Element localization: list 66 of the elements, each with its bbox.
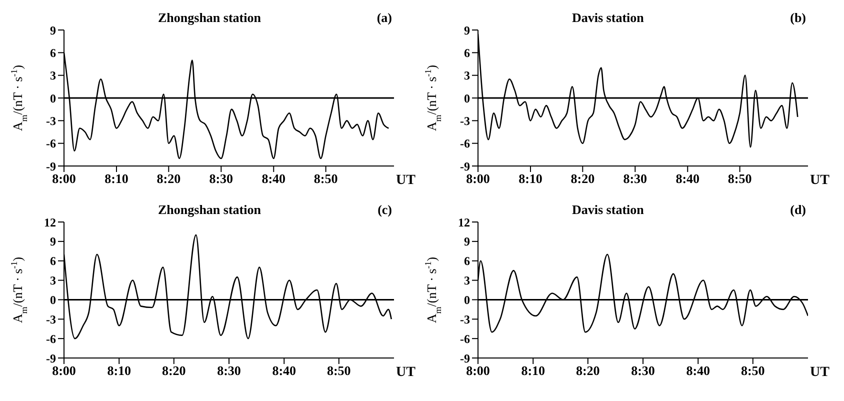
- text: (d): [790, 202, 806, 218]
- x-tick-label: 8:00: [466, 363, 490, 378]
- y-tick-label: -3: [460, 312, 470, 326]
- x-tick-label: 8:30: [217, 363, 241, 378]
- y-tick-label: 0: [464, 91, 470, 106]
- chart-title: Davis station: [572, 10, 644, 26]
- y-tick-label: -9: [46, 351, 56, 366]
- y-tick-label: 6: [464, 46, 470, 60]
- y-tick-label: -9: [460, 159, 470, 174]
- x-tick-label: 8:10: [107, 363, 132, 378]
- y-tick-label: -3: [460, 114, 470, 128]
- chart-title: Zhongshan station: [158, 10, 261, 26]
- y-tick-label: 9: [464, 234, 470, 249]
- y-tick-label: 6: [464, 254, 470, 268]
- x-tick-label: 8:20: [162, 363, 186, 378]
- y-tick-label: 9: [50, 23, 56, 38]
- x-tick-label: 8:30: [631, 363, 655, 378]
- y-tick-label: 6: [50, 254, 56, 268]
- y-tick-label: -3: [46, 114, 56, 128]
- x-axis-title: UT: [810, 365, 830, 380]
- x-axis-title: UT: [396, 365, 416, 380]
- x-tick-label: 8:10: [518, 171, 542, 186]
- y-tick-label: 0: [50, 91, 56, 106]
- x-tick-label: 8:30: [209, 171, 234, 186]
- text: (c): [378, 202, 392, 218]
- y-tick-label: 0: [50, 292, 56, 307]
- x-tick-label: 8:20: [576, 363, 600, 378]
- text: (b): [790, 10, 806, 26]
- x-tick-label: 8:40: [686, 363, 710, 378]
- y-tick-label: 3: [464, 68, 470, 83]
- y-tick-label: 3: [464, 274, 470, 288]
- chart-title: Zhongshan station: [158, 202, 261, 218]
- y-tick-label: 9: [464, 23, 470, 38]
- y-tick-label: 9: [50, 234, 56, 249]
- y-tick-label: -6: [460, 332, 470, 346]
- y-tick-label: 12: [458, 215, 470, 230]
- y-tick-label: 6: [50, 46, 56, 60]
- y-tick-label: -6: [46, 332, 56, 346]
- x-tick-label: 8:40: [262, 171, 286, 186]
- x-tick-label: 8:50: [314, 171, 338, 186]
- x-tick-label: 8:50: [740, 363, 765, 378]
- x-tick-label: 8:00: [52, 363, 76, 378]
- x-tick-label: 8:40: [676, 171, 700, 186]
- text: (a): [376, 10, 392, 26]
- x-tick-label: 8:40: [272, 363, 296, 378]
- x-tick-label: 8:10: [521, 363, 546, 378]
- x-tick-label: 8:50: [728, 171, 752, 186]
- y-tick-label: -9: [46, 159, 56, 174]
- x-tick-label: 8:00: [466, 171, 490, 186]
- x-tick-label: 8:10: [104, 171, 128, 186]
- x-axis-title: UT: [396, 173, 416, 188]
- y-tick-label: -6: [46, 136, 56, 151]
- x-tick-label: 8:50: [326, 363, 351, 378]
- x-axis-title: UT: [810, 173, 830, 188]
- y-tick-label: 3: [50, 68, 56, 83]
- y-tick-label: -3: [46, 312, 56, 326]
- x-tick-label: 8:20: [570, 171, 595, 186]
- y-tick-label: -9: [460, 351, 470, 366]
- y-tick-label: 0: [464, 292, 470, 307]
- x-tick-label: 8:30: [623, 171, 648, 186]
- x-tick-label: 8:20: [156, 171, 181, 186]
- y-tick-label: 12: [44, 215, 56, 230]
- y-tick-label: 3: [50, 274, 56, 288]
- y-tick-label: -6: [460, 136, 470, 151]
- chart-title: Davis station: [572, 202, 644, 218]
- x-tick-label: 8:00: [52, 171, 76, 186]
